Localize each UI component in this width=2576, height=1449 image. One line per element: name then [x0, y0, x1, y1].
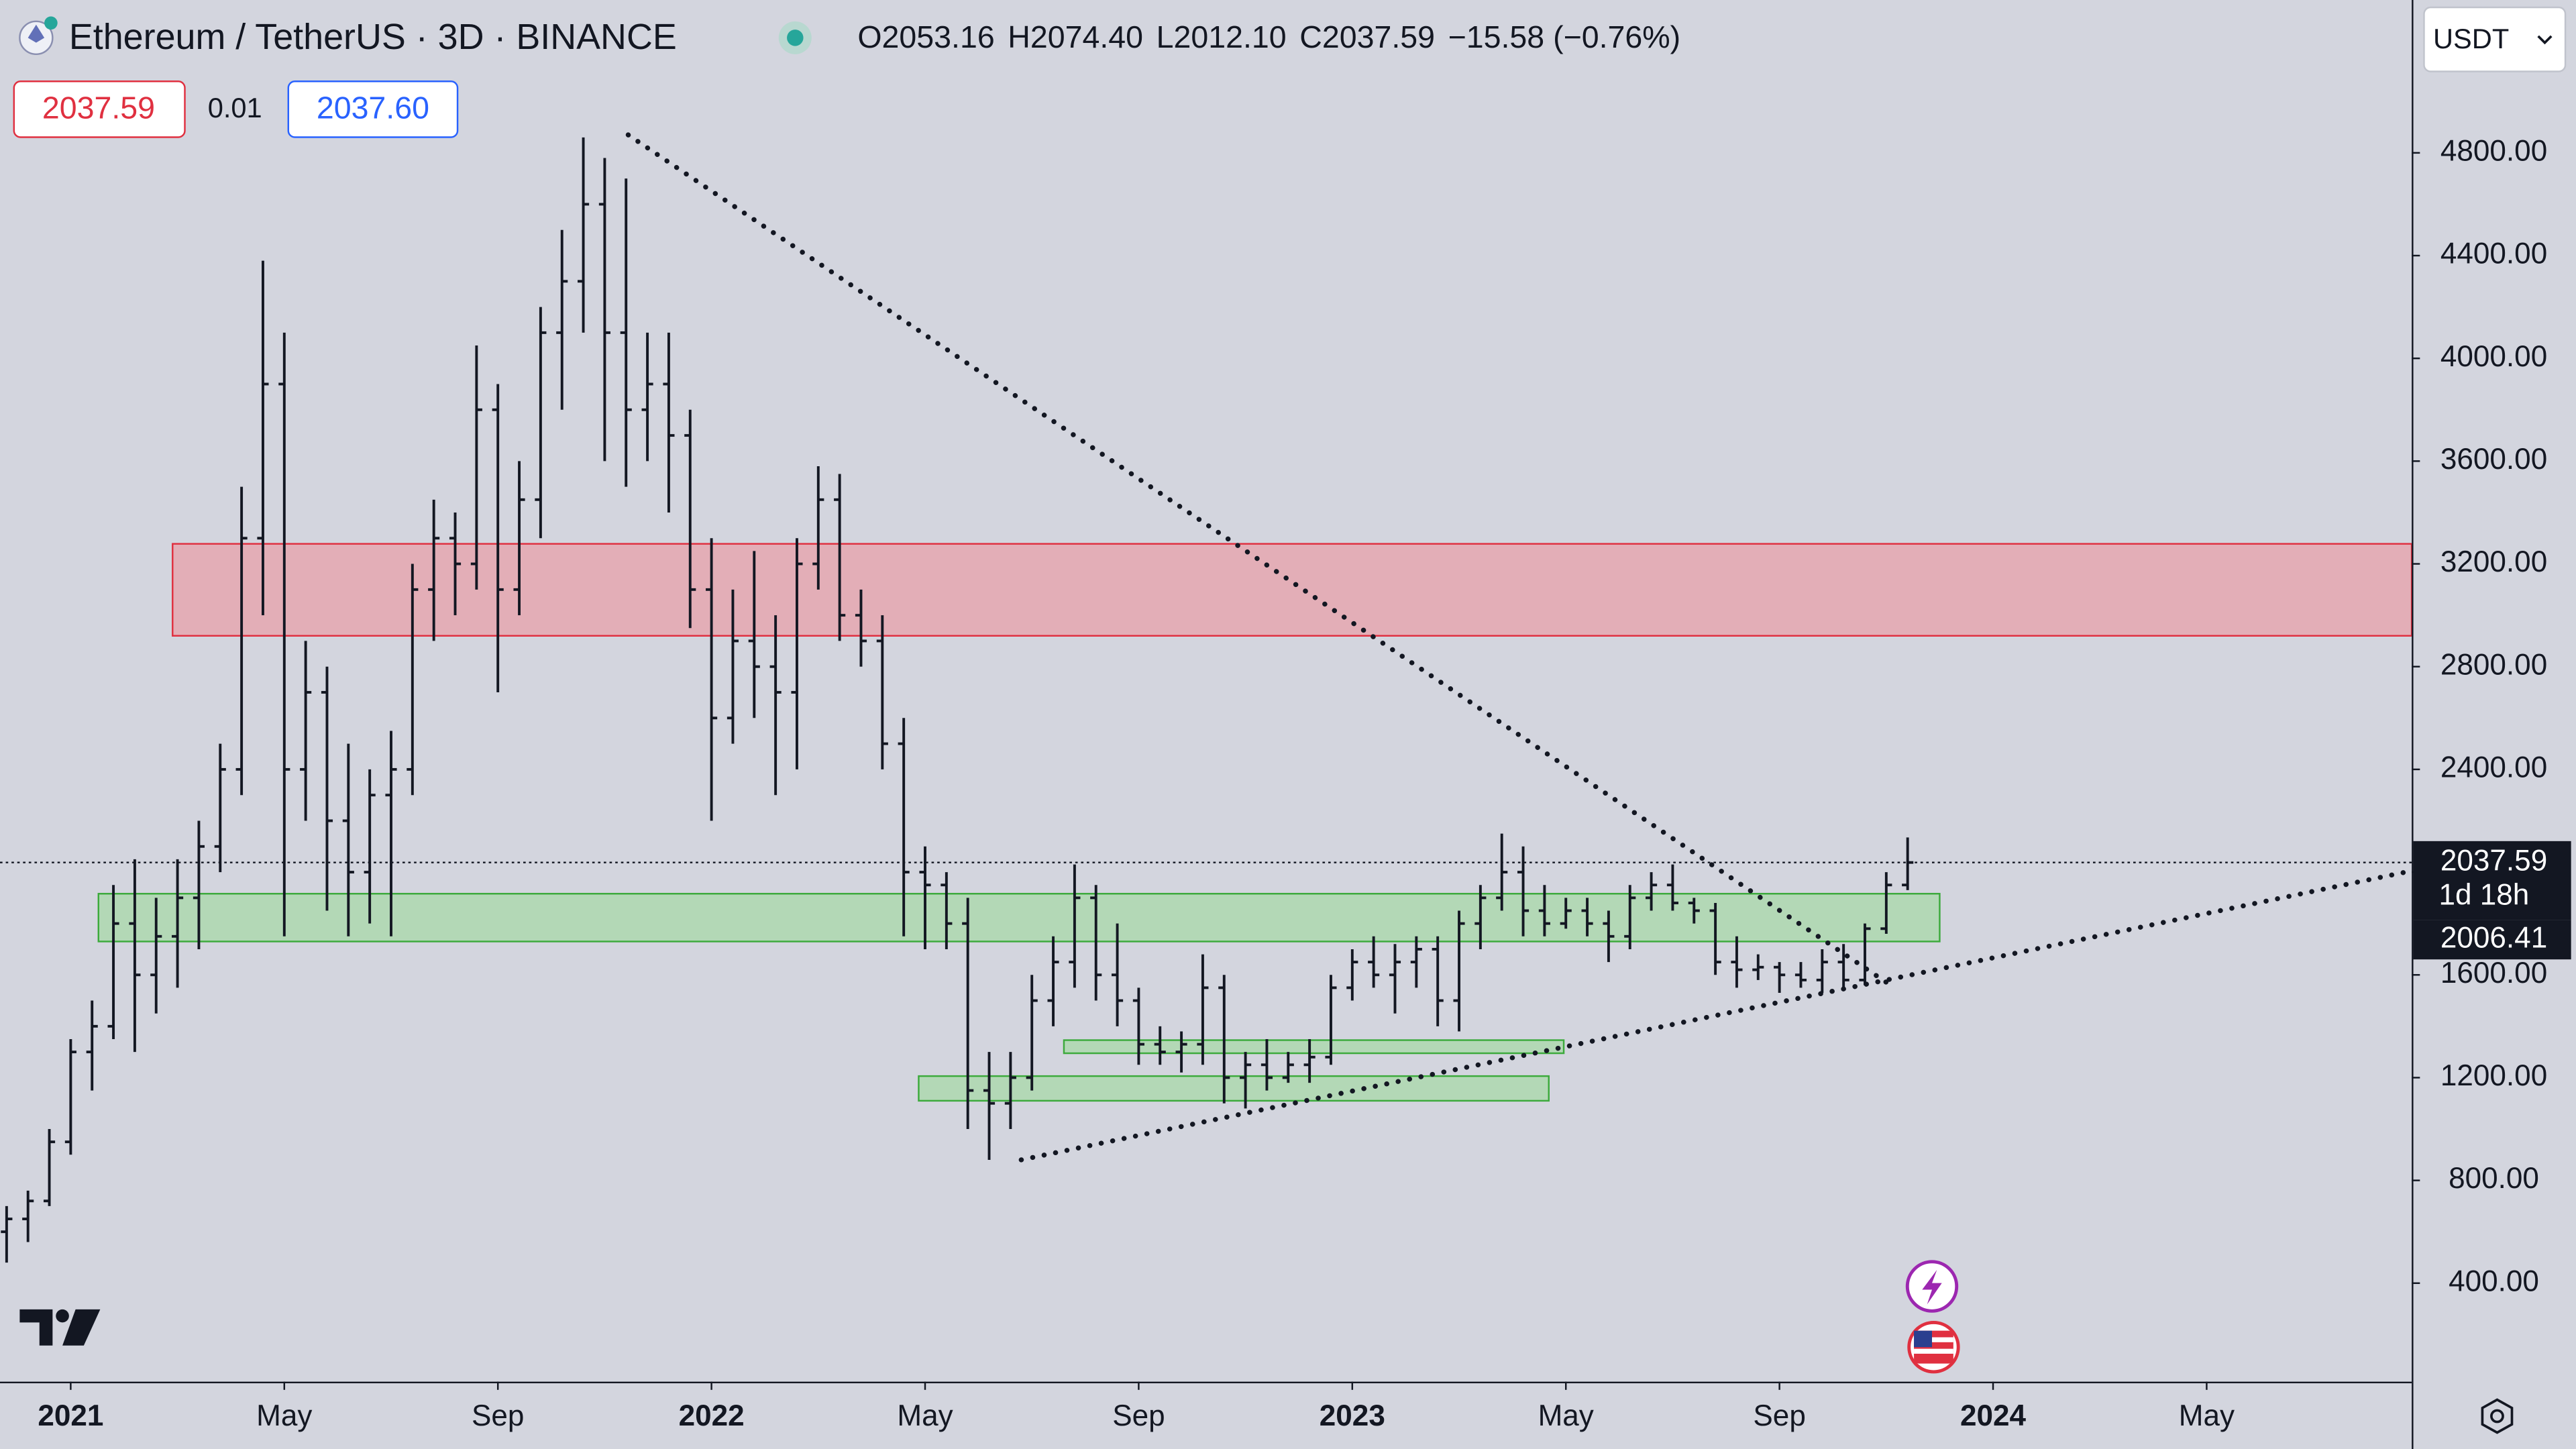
ohlc-key: L [1157, 19, 1174, 54]
x-tick-label: May [897, 1399, 953, 1432]
event-icons [1905, 1260, 1960, 1374]
level-tag [2413, 920, 2571, 960]
flag-stripe [1914, 1337, 1953, 1342]
logo-part [56, 1309, 69, 1323]
y-tick-label: 3200.00 [2440, 545, 2547, 578]
currency-select[interactable]: USDT [2423, 6, 2567, 72]
axes: 400.00800.001200.001600.002000.002400.00… [38, 134, 2571, 1432]
x-tick-label: Sep [1753, 1399, 1805, 1432]
sell-button[interactable] [13, 80, 186, 138]
last-price-label: 2037.59 [2440, 844, 2547, 877]
ohlc-key: O [857, 19, 881, 54]
spread: 0.01 [208, 92, 262, 123]
ohlc-key: H [1008, 19, 1030, 54]
ohlc-change: −15.58 (−0.76%) [1448, 19, 1681, 54]
y-tick-label: 800.00 [2449, 1162, 2539, 1195]
zone [918, 1075, 1550, 1102]
x-tick-label: 2022 [679, 1399, 745, 1432]
gear[interactable] [2481, 1398, 2514, 1434]
x-tick-label: 2021 [38, 1399, 103, 1432]
ohlc-legend: O2053.16 H2074.40 L2012.10 C2037.59 −15.58 (… [857, 19, 1680, 54]
market-status-dot [787, 30, 804, 46]
ohlc-value: 2037.59 [1322, 19, 1435, 54]
level-label: 2006.41 [2440, 921, 2547, 954]
chart-title: Ethereum / TetherUS · 3D · BINANCE [69, 17, 677, 57]
settings-icon[interactable] [2481, 1398, 2514, 1434]
ohlc-value: 2012.10 [1174, 19, 1287, 54]
x-tick-label: May [256, 1399, 312, 1432]
x-tick-label: Sep [1112, 1399, 1165, 1432]
eth-logo [28, 24, 45, 43]
tradingview-logo [19, 1309, 101, 1346]
x-tick-label: 2023 [1320, 1399, 1385, 1432]
flag-canton [1914, 1330, 1932, 1348]
logo-part [62, 1309, 101, 1346]
x-tick-label: May [1538, 1399, 1594, 1432]
y-tick-label: 400.00 [2449, 1265, 2539, 1297]
ohlc-key: C [1299, 19, 1322, 54]
y-tick-label: 2800.00 [2440, 648, 2547, 681]
y-tick-label: 1200.00 [2440, 1059, 2547, 1092]
zone [1063, 1039, 1565, 1055]
ask-price: 2037.60 [317, 90, 429, 125]
x-tick-label: 2024 [1960, 1399, 2027, 1432]
gear-center [2490, 1409, 2504, 1424]
zone [172, 543, 2413, 637]
y-tick-label: 3600.00 [2440, 443, 2547, 476]
y-tick-label: 1600.00 [2440, 957, 2547, 989]
y-tick-label: 2400.00 [2440, 751, 2547, 784]
currency-button[interactable] [2423, 6, 2567, 72]
y-tick-label: 4000.00 [2440, 340, 2547, 373]
symbol-header: Ethereum / TetherUS · 3D · BINANCE O2053… [19, 16, 1680, 57]
zone [97, 893, 1941, 943]
status-dot [44, 16, 58, 30]
flag-stripe [1914, 1348, 1953, 1354]
x-tick-label: May [2179, 1399, 2235, 1432]
buy-button[interactable] [287, 80, 459, 138]
trendline [1018, 868, 2414, 1163]
countdown-label: 1d 18h [2438, 879, 2529, 912]
x-tick-label: Sep [472, 1399, 524, 1432]
plot-area [0, 132, 2414, 1263]
ohlc-value: 2053.16 [882, 19, 995, 54]
last-price-tag [2413, 841, 2571, 920]
logo-part [19, 1309, 53, 1346]
ohlc-value: 2074.40 [1030, 19, 1143, 54]
dropdown-arrow [2537, 35, 2553, 45]
y-tick-label: 4800.00 [2440, 134, 2547, 167]
lightning [1922, 1270, 1942, 1305]
bid-ask: 2037.59 0.01 2037.60 [13, 80, 459, 138]
y-tick-label: 4400.00 [2440, 237, 2547, 270]
bid-price: 2037.59 [42, 90, 155, 125]
currency-label: USDT [2433, 23, 2509, 54]
